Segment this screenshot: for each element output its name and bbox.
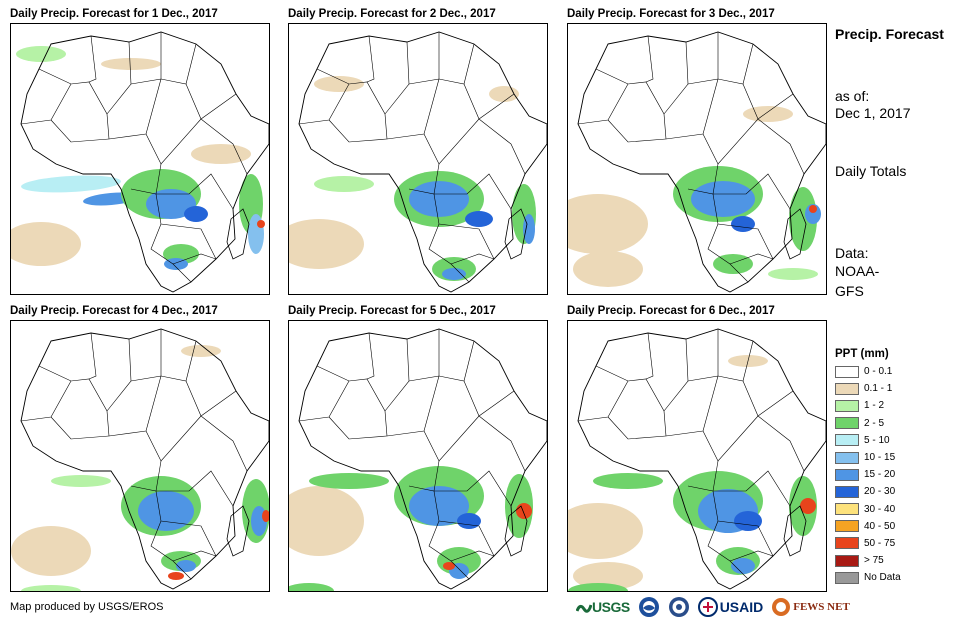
- africa-map: [289, 24, 547, 294]
- legend-label: 40 - 50: [864, 520, 896, 532]
- panel-title: Daily Precip. Forecast for 1 Dec., 2017: [10, 8, 218, 20]
- legend-swatch: [835, 468, 859, 481]
- map-credit: Map produced by USGS/EROS: [10, 601, 164, 613]
- legend-swatch: [835, 571, 859, 584]
- data-label: Data:: [835, 245, 869, 261]
- africa-map: [11, 24, 269, 294]
- legend-item: No Data: [835, 569, 965, 586]
- legend-label: 0.1 - 1: [864, 383, 893, 395]
- legend-title: PPT (mm): [835, 348, 889, 360]
- panel-title: Daily Precip. Forecast for 6 Dec., 2017: [567, 305, 775, 317]
- precip-map: [288, 320, 548, 592]
- legend-swatch: [835, 520, 859, 533]
- legend-label: 2 - 5: [864, 417, 885, 429]
- data-source: NOAA-GFS: [835, 263, 880, 299]
- legend-swatch: [835, 417, 859, 430]
- usaid-logo: USAID: [697, 597, 763, 617]
- precip-map: [567, 320, 827, 592]
- legend-item: 1 - 2: [835, 397, 965, 414]
- legend-label: 5 - 10: [864, 434, 890, 446]
- fewsnet-logo: FEWS NET: [771, 597, 850, 617]
- legend-item: 2 - 5: [835, 415, 965, 432]
- totals-label: Daily Totals: [835, 163, 907, 179]
- legend-item: 15 - 20: [835, 466, 965, 483]
- legend-swatch: [835, 537, 859, 550]
- africa-map: [289, 321, 547, 591]
- as-of-label: as of:: [835, 88, 870, 104]
- legend-label: > 75: [864, 555, 884, 567]
- agency-logos: USGS USAID FEWS NET: [576, 594, 858, 620]
- legend-label: 30 - 40: [864, 503, 896, 515]
- panel-title: Daily Precip. Forecast for 2 Dec., 2017: [288, 8, 496, 20]
- as-of-date: Dec 1, 2017: [835, 105, 911, 121]
- africa-map: [568, 321, 826, 591]
- precip-map: [10, 23, 270, 295]
- legend-label: No Data: [864, 572, 901, 584]
- noaa-logo: [638, 596, 660, 618]
- legend-swatch: [835, 503, 859, 516]
- sidebar-title: Precip. Forecast: [835, 26, 944, 42]
- dhs-logo: [668, 596, 690, 618]
- legend-swatch: [835, 382, 859, 395]
- panel-title: Daily Precip. Forecast for 4 Dec., 2017: [10, 305, 218, 317]
- legend-swatch: [835, 434, 859, 447]
- africa-map: [11, 321, 269, 591]
- legend-label: 20 - 30: [864, 486, 896, 498]
- legend-item: 40 - 50: [835, 518, 965, 535]
- precip-map: [288, 23, 548, 295]
- legend-label: 0 - 0.1: [864, 366, 893, 378]
- legend-item: 10 - 15: [835, 449, 965, 466]
- legend-swatch: [835, 399, 859, 412]
- usgs-logo: USGS: [576, 599, 630, 615]
- legend-item: > 75: [835, 552, 965, 569]
- ppt-legend: PPT (mm) 0 - 0.1 0.1 - 1 1 - 2 2 - 5 5 - 10 1…: [835, 345, 965, 586]
- legend-label: 50 - 75: [864, 537, 896, 549]
- legend-item: 20 - 30: [835, 483, 965, 500]
- legend-swatch: [835, 365, 859, 378]
- legend-label: 15 - 20: [864, 469, 896, 481]
- legend-item: 30 - 40: [835, 501, 965, 518]
- africa-map: [568, 24, 826, 294]
- legend-swatch: [835, 554, 859, 567]
- legend-item: 50 - 75: [835, 535, 965, 552]
- precip-map: [10, 320, 270, 592]
- legend-swatch: [835, 485, 859, 498]
- legend-item: 5 - 10: [835, 432, 965, 449]
- legend-label: 1 - 2: [864, 400, 885, 412]
- panel-title: Daily Precip. Forecast for 5 Dec., 2017: [288, 305, 496, 317]
- legend-label: 10 - 15: [864, 452, 896, 464]
- panel-title: Daily Precip. Forecast for 3 Dec., 2017: [567, 8, 775, 20]
- legend-swatch: [835, 451, 859, 464]
- precip-map: [567, 23, 827, 295]
- legend-item: 0 - 0.1: [835, 363, 965, 380]
- legend-item: 0.1 - 1: [835, 380, 965, 397]
